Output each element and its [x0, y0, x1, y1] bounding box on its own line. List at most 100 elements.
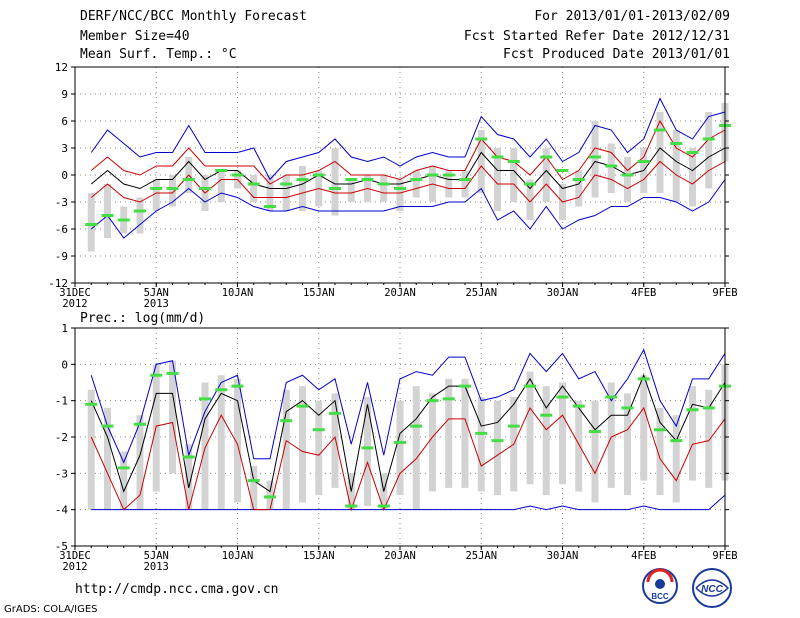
prec-observed-mark	[264, 495, 276, 499]
temp-observed-mark	[231, 173, 244, 177]
prec-line-min	[91, 494, 726, 511]
temp-observed-mark	[556, 169, 569, 172]
temp-observed-mark	[312, 173, 325, 177]
prec-observed-mark	[117, 466, 130, 470]
temp-line-max	[90, 97, 726, 181]
prec-observed-mark	[702, 406, 715, 410]
prec-line-mean	[90, 373, 726, 493]
temp-ensemble-box	[672, 130, 680, 202]
bcc-logo-text: BCC	[651, 592, 669, 601]
prec-observed-mark	[491, 439, 504, 443]
prec-line-max	[90, 348, 726, 464]
prec-ensemble-box	[672, 415, 680, 503]
temp-ensemble-box	[282, 175, 290, 211]
prec-ensemble-box	[429, 393, 436, 492]
prec-observed-mark	[312, 428, 325, 432]
prec-observed-mark	[442, 397, 455, 401]
temp-observed-mark	[361, 178, 374, 181]
temp-xtick-label: 25JAN	[465, 287, 497, 299]
temp-ensemble-box	[380, 175, 388, 202]
temp-xtick-label: 10JAN	[222, 287, 254, 299]
prec-xtick-label: 4FEB	[631, 550, 656, 562]
prec-observed-mark	[101, 424, 114, 428]
prec-ensemble-box	[656, 407, 664, 496]
prec-ensemble-box	[299, 386, 306, 503]
temp-observed-mark	[150, 187, 163, 190]
temp-ensemble-box	[250, 175, 258, 202]
prec-ensemble-box	[169, 360, 176, 474]
temp-observed-mark	[166, 187, 179, 190]
prec-observed-mark	[345, 504, 358, 508]
temp-observed-mark	[621, 173, 634, 177]
ncc-logo-text: NCC	[701, 584, 723, 595]
temp-observed-mark	[475, 137, 488, 141]
prec-ensemble-box	[559, 382, 566, 485]
forecast-period: For 2013/01/01-2013/02/09	[534, 9, 730, 24]
fcst-produced-date: Fcst Produced Date 2013/01/01	[503, 47, 730, 62]
prec-ensemble-box	[542, 386, 550, 496]
prec-ensemble-box	[624, 393, 631, 496]
prec-xtick-label: 30JAN	[547, 550, 579, 562]
temp-observed-mark	[377, 182, 390, 186]
prec-observed-mark	[182, 455, 195, 459]
temp-observed-mark	[182, 178, 195, 181]
temp-line-mean	[90, 147, 726, 190]
prec-xtick-label: 10JAN	[222, 550, 254, 562]
temp-ensemble-box	[104, 184, 111, 238]
temp-xtick-label: 15JAN	[303, 287, 335, 299]
prec-xtick-label: 9FEB	[712, 550, 737, 562]
prec-observed-mark	[329, 411, 341, 415]
prec-ensemble-box	[640, 375, 648, 481]
prec-xtick-label: 31DEC	[59, 550, 91, 562]
temp-observed-mark	[394, 187, 406, 190]
source-url[interactable]: http://cmdp.ncc.cma.gov.cn	[75, 582, 279, 597]
prec-observed-mark	[280, 419, 293, 423]
temp-ensemble-box	[575, 170, 583, 207]
temp-line-upper	[90, 119, 726, 185]
prec-observed-mark	[507, 424, 520, 428]
temp-observed-mark	[264, 205, 276, 208]
prec-ensemble-box	[396, 400, 404, 496]
temp-observed-mark	[410, 178, 423, 181]
temp-observed-mark	[589, 155, 601, 159]
temp-xtick-label: 20JAN	[384, 287, 416, 299]
prec-observed-mark	[621, 406, 634, 410]
temp-observed-mark	[540, 155, 553, 159]
prec-ensemble-box	[412, 386, 420, 510]
temp-line-min	[90, 179, 726, 239]
prec-ensemble-box	[477, 397, 485, 492]
temp-ytick-label: 3	[61, 142, 68, 155]
prec-ensemble-box	[201, 382, 209, 510]
temp-observed-mark	[637, 160, 650, 163]
prec-observed-mark	[150, 373, 163, 377]
temp-ensemble-box	[331, 148, 339, 216]
prec-xtick-label: 20JAN	[384, 550, 416, 562]
prec-observed-mark	[670, 439, 683, 443]
ncc-logo: NCC	[692, 568, 732, 608]
temp-observed-mark	[686, 151, 699, 154]
temp-ytick-label: 12	[55, 61, 68, 74]
temp-ytick-label: -6	[55, 223, 68, 236]
prec-xtick-label: 15JAN	[303, 550, 335, 562]
prec-ytick-label: -1	[55, 395, 68, 408]
prec-observed-mark	[540, 413, 553, 417]
prec-observed-mark	[605, 395, 618, 399]
prec-panel-title: Prec.: log(mm/d)	[80, 311, 205, 326]
prec-ensemble-box	[494, 400, 501, 496]
temp-observed-mark	[215, 169, 228, 172]
temp-ensemble-box	[705, 112, 713, 189]
temp-observed-mark	[247, 182, 260, 186]
temp-ensemble-box	[526, 179, 534, 220]
bcc-ncc-logos: BCC NCC	[642, 568, 732, 608]
temp-observed-mark	[572, 178, 585, 181]
temp-observed-mark	[134, 209, 146, 213]
grads-credit: GrADS: COLA/IGES	[4, 604, 98, 615]
temp-ensemble-box	[607, 143, 615, 193]
temp-ensemble-box	[299, 166, 306, 211]
prec-ensemble-box	[87, 389, 95, 510]
prec-ytick-label: -5	[55, 540, 68, 553]
prec-ytick-label: -4	[55, 504, 69, 517]
temp-observed-mark	[280, 182, 293, 186]
prec-observed-mark	[589, 430, 601, 434]
